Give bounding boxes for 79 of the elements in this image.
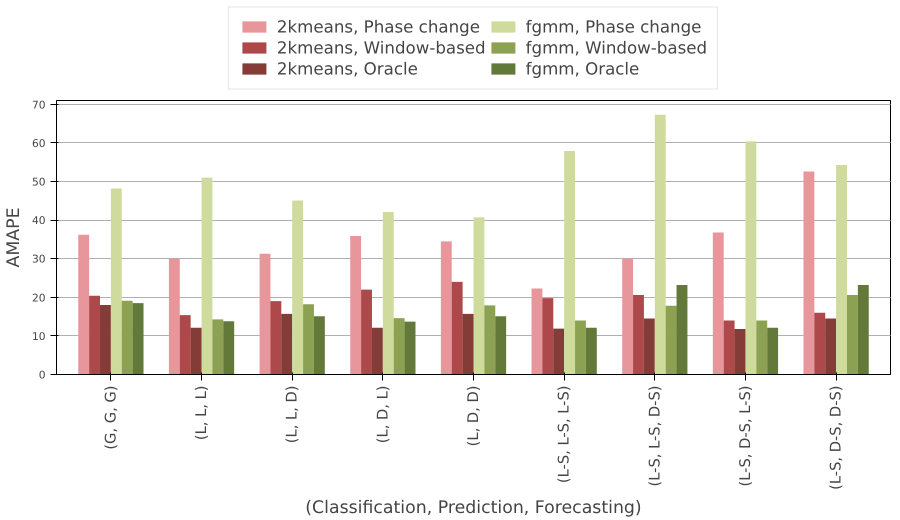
bar bbox=[110, 188, 122, 374]
x-tick-label: (L-S, D-S, L-S) bbox=[736, 385, 754, 486]
y-tick-label: 40 bbox=[32, 214, 46, 228]
bar bbox=[846, 295, 858, 374]
bar bbox=[553, 328, 564, 374]
bar bbox=[100, 305, 111, 374]
bar bbox=[394, 318, 405, 374]
bar bbox=[495, 316, 506, 374]
bar bbox=[212, 319, 224, 374]
bar bbox=[202, 178, 212, 374]
bar bbox=[836, 164, 847, 374]
bar bbox=[734, 328, 746, 374]
bar bbox=[281, 314, 292, 374]
bar bbox=[303, 304, 314, 374]
bar bbox=[724, 320, 735, 374]
bar bbox=[292, 200, 304, 374]
bar bbox=[756, 320, 768, 374]
x-tick-label: (L, D, D) bbox=[465, 385, 482, 446]
bar bbox=[452, 282, 463, 374]
bar bbox=[462, 314, 474, 374]
y-tick-label: 10 bbox=[32, 330, 46, 343]
bar bbox=[180, 315, 191, 374]
x-tick-label: (L-S, L-S, L-S) bbox=[556, 385, 573, 484]
bar bbox=[132, 303, 144, 374]
bar bbox=[586, 328, 597, 374]
bar bbox=[260, 254, 270, 374]
bar bbox=[440, 241, 452, 374]
y-tick-label: 0 bbox=[38, 368, 46, 382]
bar bbox=[78, 234, 90, 374]
y-axis-title: AMAPE bbox=[4, 207, 24, 268]
bar bbox=[372, 328, 383, 374]
y-tick-label: 70 bbox=[32, 98, 46, 112]
y-tick-label: 50 bbox=[32, 176, 46, 189]
bar bbox=[575, 320, 586, 374]
bar bbox=[122, 300, 133, 374]
bar bbox=[633, 295, 644, 374]
bar bbox=[404, 322, 416, 374]
bar bbox=[564, 151, 576, 374]
y-tick-label: 60 bbox=[32, 136, 46, 150]
bar bbox=[361, 290, 372, 374]
bar bbox=[803, 172, 814, 374]
bar bbox=[767, 328, 778, 374]
legend-label: fgmm, Window-based bbox=[526, 38, 708, 57]
bar bbox=[532, 288, 542, 374]
bar bbox=[644, 318, 655, 374]
bar bbox=[666, 306, 677, 374]
legend-label: 2kmeans, Phase change bbox=[276, 17, 480, 36]
bar bbox=[484, 305, 496, 374]
bar bbox=[542, 298, 554, 374]
x-tick-label: (L, D, L) bbox=[374, 385, 392, 444]
x-tick-label: (L, L, D) bbox=[284, 385, 301, 444]
bar bbox=[622, 258, 634, 374]
bar bbox=[858, 284, 869, 374]
legend-label: fgmm, Phase change bbox=[526, 17, 702, 36]
x-tick-label: (L, L, L) bbox=[193, 385, 210, 440]
bar bbox=[654, 114, 666, 374]
legend-label: 2kmeans, Window-based bbox=[276, 38, 486, 57]
y-tick-label: 30 bbox=[32, 252, 46, 266]
bar bbox=[474, 217, 484, 374]
x-axis-title: (Classification, Prediction, Forecasting) bbox=[305, 498, 642, 518]
legend-label: fgmm, Oracle bbox=[526, 59, 640, 78]
bar bbox=[825, 318, 836, 374]
bar bbox=[712, 232, 724, 374]
bar bbox=[314, 316, 325, 374]
bar bbox=[676, 284, 688, 374]
bar bbox=[745, 141, 756, 374]
bar bbox=[223, 321, 234, 374]
bar bbox=[168, 258, 180, 374]
x-tick-label: (L-S, L-S, D-S) bbox=[646, 385, 664, 486]
bar bbox=[814, 312, 826, 374]
bar bbox=[190, 328, 202, 374]
legend-label: 2kmeans, Oracle bbox=[276, 59, 418, 78]
bar bbox=[270, 301, 282, 374]
y-tick-label: 20 bbox=[32, 291, 46, 304]
bar bbox=[382, 212, 394, 374]
x-tick-label: (L-S, D-S, D-S) bbox=[828, 385, 845, 490]
bar bbox=[350, 236, 362, 374]
x-tick-label: (G, G, G) bbox=[102, 385, 120, 450]
bar bbox=[89, 296, 100, 374]
